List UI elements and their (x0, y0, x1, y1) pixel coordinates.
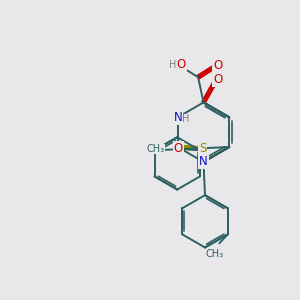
Text: O: O (174, 142, 183, 155)
Text: CH₃: CH₃ (146, 144, 164, 154)
Text: H: H (169, 60, 177, 70)
Text: H: H (182, 114, 190, 124)
Text: N: N (173, 111, 182, 124)
Text: O: O (213, 74, 222, 86)
Text: O: O (177, 58, 186, 71)
Text: N: N (199, 155, 208, 168)
Text: CH₃: CH₃ (205, 249, 223, 259)
Text: N: N (199, 155, 208, 168)
Text: O: O (213, 59, 223, 72)
Text: S: S (199, 142, 206, 155)
